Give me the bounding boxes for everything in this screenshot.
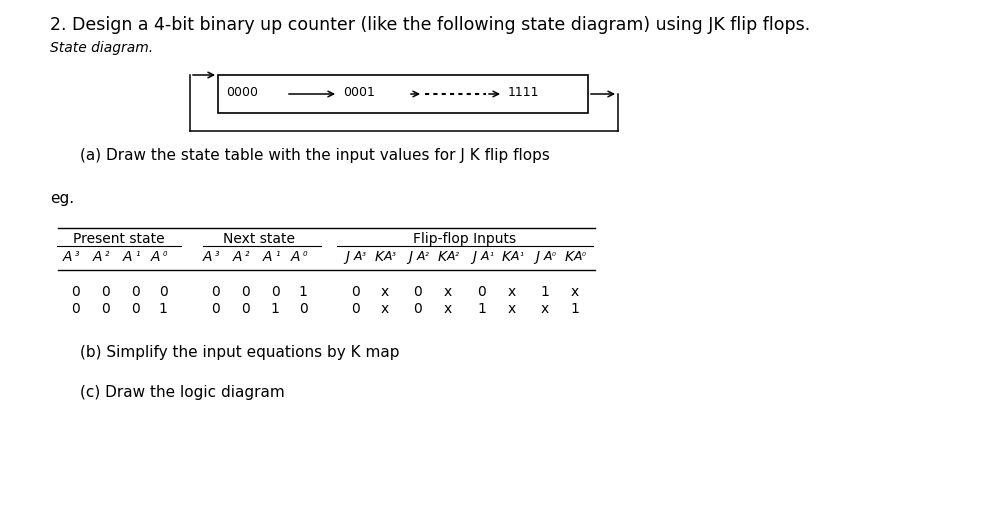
Text: 0: 0 xyxy=(270,285,279,299)
Text: 2. Design a 4-bit binary up counter (like the following state diagram) using JK : 2. Design a 4-bit binary up counter (lik… xyxy=(50,16,810,34)
Text: ₃: ₃ xyxy=(215,248,220,258)
Text: ₃: ₃ xyxy=(392,248,396,258)
Text: 0: 0 xyxy=(241,302,249,316)
Text: K: K xyxy=(375,250,384,264)
Text: 0: 0 xyxy=(351,302,360,316)
Text: ₁: ₁ xyxy=(135,248,139,258)
Text: x: x xyxy=(381,302,389,316)
Bar xyxy=(218,75,588,113)
Text: 0: 0 xyxy=(71,302,80,316)
Text: 1111: 1111 xyxy=(508,87,539,100)
Text: State diagram.: State diagram. xyxy=(50,41,153,55)
Text: x: x xyxy=(508,285,516,299)
Text: 0: 0 xyxy=(211,302,220,316)
Text: 1: 1 xyxy=(158,302,167,316)
Text: A: A xyxy=(262,250,272,264)
Text: ₀: ₀ xyxy=(552,248,555,258)
Text: ₀: ₀ xyxy=(163,248,167,258)
Text: J: J xyxy=(472,250,476,264)
Text: A: A xyxy=(354,250,363,263)
Text: 0: 0 xyxy=(351,285,360,299)
Text: ₃: ₃ xyxy=(362,248,366,258)
Text: (b) Simplify the input equations by K map: (b) Simplify the input equations by K ma… xyxy=(80,345,399,360)
Text: 0000: 0000 xyxy=(226,87,258,100)
Text: 0: 0 xyxy=(211,285,220,299)
Text: A: A xyxy=(62,250,72,264)
Text: J: J xyxy=(535,250,539,264)
Text: A: A xyxy=(150,250,160,264)
Text: ₀: ₀ xyxy=(303,248,307,258)
Text: ₂: ₂ xyxy=(425,248,428,258)
Text: ₂: ₂ xyxy=(245,248,250,258)
Text: 0: 0 xyxy=(478,285,487,299)
Text: ₂: ₂ xyxy=(105,248,110,258)
Text: 0: 0 xyxy=(71,285,80,299)
Text: A: A xyxy=(203,250,212,264)
Text: A: A xyxy=(93,250,102,264)
Text: x: x xyxy=(381,285,389,299)
Text: x: x xyxy=(571,285,580,299)
Text: 1: 1 xyxy=(540,285,549,299)
Text: 0: 0 xyxy=(101,285,110,299)
Text: ₁: ₁ xyxy=(489,248,493,258)
Text: 0: 0 xyxy=(298,302,307,316)
Text: K: K xyxy=(565,250,575,264)
Text: 0: 0 xyxy=(158,285,167,299)
Text: ₂: ₂ xyxy=(455,248,459,258)
Text: 1: 1 xyxy=(571,302,580,316)
Text: A: A xyxy=(544,250,552,263)
Text: 1: 1 xyxy=(478,302,487,316)
Text: 0: 0 xyxy=(101,302,110,316)
Text: eg.: eg. xyxy=(50,191,75,206)
Text: 1: 1 xyxy=(298,285,307,299)
Text: 0: 0 xyxy=(241,285,249,299)
Text: ₀: ₀ xyxy=(582,248,586,258)
Text: A: A xyxy=(447,250,456,263)
Text: ₁: ₁ xyxy=(519,248,523,258)
Text: 0: 0 xyxy=(131,285,139,299)
Text: J: J xyxy=(345,250,349,264)
Text: 0001: 0001 xyxy=(343,87,375,100)
Text: Flip-flop Inputs: Flip-flop Inputs xyxy=(413,232,516,246)
Text: J: J xyxy=(408,250,412,264)
Text: A: A xyxy=(290,250,300,264)
Text: A: A xyxy=(384,250,392,263)
Text: A: A xyxy=(233,250,242,264)
Text: x: x xyxy=(541,302,549,316)
Text: (a) Draw the state table with the input values for J K flip flops: (a) Draw the state table with the input … xyxy=(80,148,550,163)
Text: K: K xyxy=(438,250,448,264)
Text: A: A xyxy=(123,250,132,264)
Text: A: A xyxy=(417,250,425,263)
Text: Present state: Present state xyxy=(74,232,165,246)
Text: A: A xyxy=(574,250,583,263)
Text: ₁: ₁ xyxy=(275,248,279,258)
Text: ₃: ₃ xyxy=(75,248,80,258)
Text: 0: 0 xyxy=(413,285,422,299)
Text: 0: 0 xyxy=(413,302,422,316)
Text: A: A xyxy=(481,250,490,263)
Text: 1: 1 xyxy=(270,302,279,316)
Text: A: A xyxy=(511,250,519,263)
Text: x: x xyxy=(444,302,453,316)
Text: x: x xyxy=(444,285,453,299)
Text: (c) Draw the logic diagram: (c) Draw the logic diagram xyxy=(80,385,284,400)
Text: K: K xyxy=(502,250,511,264)
Text: Next state: Next state xyxy=(223,232,295,246)
Text: 0: 0 xyxy=(131,302,139,316)
Text: x: x xyxy=(508,302,516,316)
